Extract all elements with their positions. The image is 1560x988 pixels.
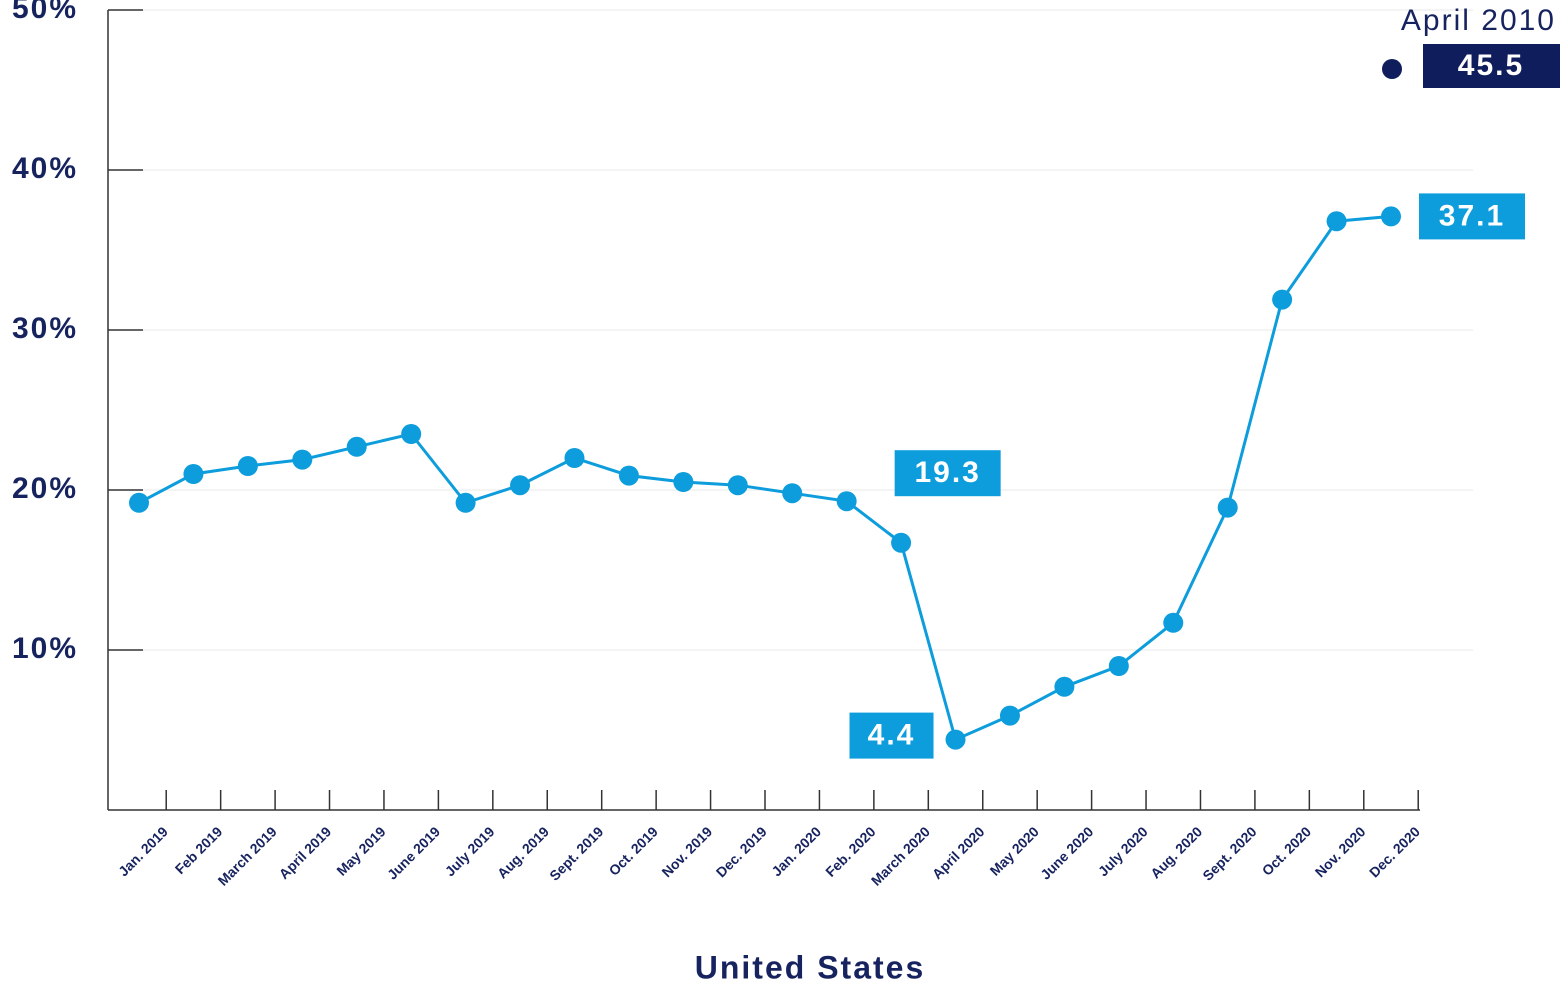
x-tick-label: Nov. 2020	[1312, 823, 1369, 880]
x-tick-label: Dec. 2019	[713, 823, 770, 880]
point	[945, 729, 966, 750]
data-label-text: 19.3	[914, 456, 980, 489]
data-label-box	[849, 712, 934, 759]
x-tick-label: Jan. 2019	[115, 823, 171, 879]
point	[673, 472, 694, 492]
point	[564, 448, 585, 468]
point	[510, 475, 531, 496]
x-tick-label: Sept. 2020	[1199, 823, 1259, 883]
point	[999, 705, 1020, 726]
x-tick-label: March 2019	[215, 823, 280, 888]
data-label-box	[894, 450, 1001, 497]
data-label-text: 4.4	[868, 719, 916, 752]
data-label: 37.1	[1419, 193, 1525, 240]
point	[129, 492, 149, 513]
x-tick-label: Aug. 2020	[1147, 823, 1205, 881]
annotation-value: 45.5	[1458, 49, 1524, 82]
point	[1108, 656, 1129, 676]
x-axis-title: United States	[695, 949, 925, 985]
point	[292, 449, 313, 470]
data-label-box	[1419, 193, 1525, 240]
x-tick-label: March 2020	[868, 823, 933, 888]
point	[1054, 676, 1075, 697]
point	[782, 483, 803, 504]
point	[346, 436, 367, 457]
annotation-dot	[1382, 59, 1402, 79]
x-tick-label: June 2019	[384, 823, 443, 882]
point	[836, 491, 857, 512]
x-tick-label: Aug. 2019	[494, 823, 552, 881]
point	[1326, 211, 1347, 232]
annotation-label: April 2010	[1401, 4, 1556, 37]
x-tick-label: April 2019	[276, 823, 335, 882]
point	[1217, 497, 1238, 518]
data-label: 19.3	[894, 450, 1001, 497]
point	[183, 464, 204, 484]
x-tick-label: May 2019	[333, 823, 388, 878]
x-tick-label: Jan. 2020	[768, 823, 824, 879]
point	[1381, 206, 1401, 227]
point	[727, 475, 748, 496]
x-tick-label: July 2020	[1095, 823, 1151, 879]
annotation-box	[1423, 44, 1560, 88]
data-label: 4.4	[849, 712, 934, 759]
x-tick-label: May 2020	[987, 823, 1042, 878]
x-tick-label: April 2020	[929, 823, 988, 882]
x-tick-label: Oct. 2019	[606, 823, 661, 878]
x-tick-label: Feb 2019	[172, 823, 226, 877]
y-tick-label: 30%	[12, 312, 78, 345]
data-label-text: 37.1	[1439, 199, 1505, 232]
y-tick-label: 50%	[12, 0, 78, 25]
point	[618, 465, 639, 486]
y-tick-label: 40%	[12, 152, 78, 185]
point	[1272, 289, 1293, 310]
y-tick-label: 20%	[12, 472, 78, 505]
x-tick-label: Oct. 2020	[1259, 823, 1314, 878]
x-tick-label: Nov. 2019	[658, 823, 715, 880]
point	[1163, 612, 1184, 633]
point	[891, 532, 912, 553]
x-tick-label: Feb. 2020	[822, 823, 879, 880]
point	[401, 424, 422, 444]
point	[455, 492, 476, 513]
point	[237, 456, 258, 476]
x-tick-label: Dec. 2020	[1366, 823, 1423, 880]
x-tick-label: Sept. 2019	[546, 823, 606, 883]
y-tick-label: 10%	[12, 632, 78, 665]
x-tick-label: June 2020	[1037, 823, 1096, 882]
x-tick-label: July 2019	[442, 823, 498, 879]
line	[138, 214, 1392, 742]
